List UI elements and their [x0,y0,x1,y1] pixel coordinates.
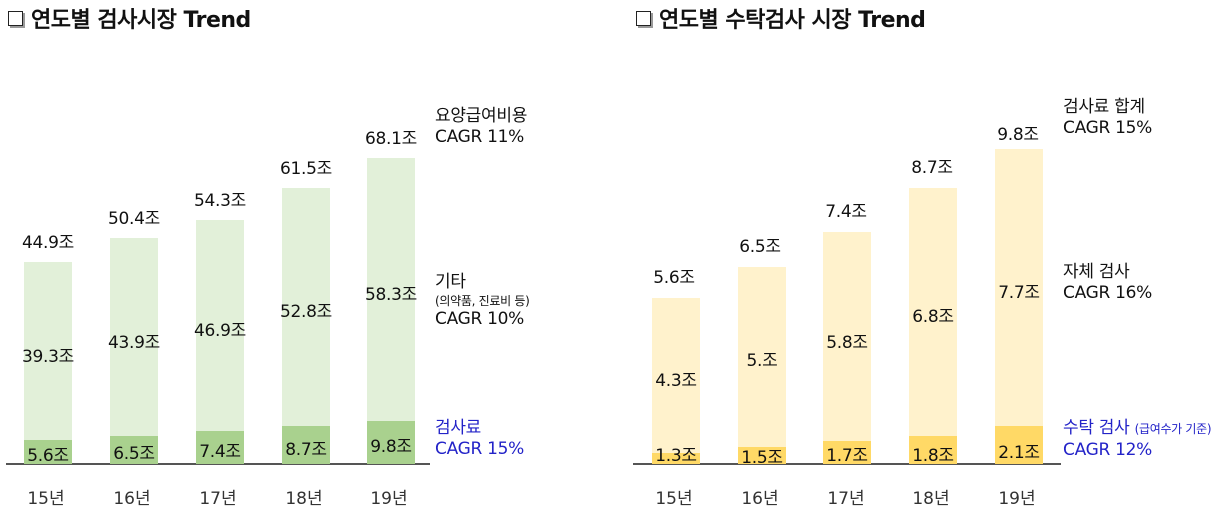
left-x-tick: 17년 [199,489,237,509]
left-total-label: 50.4조 [108,209,160,229]
right-legend-base: 수탁 검사 (급여수가 기준) CAGR 12% [1063,418,1212,461]
left-bar-18 [282,188,330,464]
right-bar-17 [823,232,871,464]
right-bar-17-base [823,441,871,464]
right-base-label: 2.1조 [998,443,1040,463]
right-x-tick: 17년 [827,489,865,509]
right-bar-15-base [652,453,700,464]
right-other-label: 6.8조 [912,307,954,327]
legend-total-name: 검사료 합계 [1063,97,1145,117]
right-x-tick: 18년 [912,489,950,509]
right-legend-other: 자체 검사 CAGR 16% [1063,262,1152,304]
left-bar-17 [196,220,244,464]
left-total-label: 54.3조 [194,191,246,211]
left-bar-19-base [367,421,415,464]
right-x-tick: 16년 [741,489,779,509]
right-base-label: 1.8조 [912,446,954,466]
left-x-tick: 18년 [285,489,323,509]
left-title-text: 연도별 검사시장 Trend [31,8,251,33]
right-bar-18-other [909,188,957,436]
left-bar-19-other [367,158,415,421]
left-bar-15-base [24,440,72,464]
right-bar-17-other [823,232,871,441]
left-base-label: 5.6조 [27,446,69,466]
right-bar-16 [738,267,786,464]
legend-total-cagr: CAGR 15% [1063,118,1152,138]
legend-base-name: 검사료 [435,418,482,438]
right-bar-16-other [738,267,786,447]
legend-total-name: 요양급여비용 [435,106,528,126]
left-chart-title: 연도별 검사시장 Trend [8,2,251,34]
left-other-label: 39.3조 [22,347,74,367]
legend-other-name: 자체 검사 [1063,262,1130,282]
right-bar-19-other [995,149,1043,426]
left-other-label: 46.9조 [194,321,246,341]
legend-total-cagr: CAGR 11% [435,127,524,147]
right-bar-18-base [909,436,957,464]
left-bar-15-other [24,262,72,440]
left-total-label: 68.1조 [365,129,417,149]
right-bar-19 [995,149,1043,464]
left-base-label: 8.7조 [285,440,327,460]
legend-base-name: 수탁 검사 [1063,418,1130,438]
left-bar-16-other [110,238,158,436]
left-bar-18-base [282,426,330,464]
right-other-label: 4.3조 [655,371,697,391]
legend-base-cagr: CAGR 15% [435,439,524,459]
right-base-label: 1.7조 [826,446,868,466]
left-other-label: 58.3조 [365,285,417,305]
right-base-label: 1.5조 [741,448,783,468]
left-base-label: 7.4조 [199,442,241,462]
left-bar-18-other [282,188,330,426]
legend-base-cagr: CAGR 12% [1063,440,1152,460]
left-base-label: 9.8조 [370,437,412,457]
right-title-text: 연도별 수탁검사 시장 Trend [659,8,926,33]
left-legend-base: 검사료 CAGR 15% [435,418,524,460]
right-total-label: 5.6조 [653,268,695,288]
legend-other-cagr: CAGR 10% [435,309,524,329]
right-bar-18 [909,188,957,464]
checkbox-square-icon [636,11,651,26]
right-total-label: 7.4조 [825,202,867,222]
right-x-tick: 15년 [655,489,693,509]
left-bar-15 [24,262,72,464]
left-x-tick: 19년 [370,489,408,509]
checkbox-square-icon [8,11,23,26]
right-x-tick: 19년 [998,489,1036,509]
right-other-label: 5.8조 [826,333,868,353]
right-other-label: 5.조 [746,351,778,371]
right-bar-15 [652,298,700,464]
left-base-label: 6.5조 [113,444,155,464]
left-other-label: 43.9조 [108,333,160,353]
right-total-label: 6.5조 [739,237,781,257]
right-base-label: 1.3조 [655,446,697,466]
left-bar-16 [110,238,158,464]
right-chart-title: 연도별 수탁검사 시장 Trend [636,2,926,34]
left-x-tick: 15년 [27,489,65,509]
left-x-tick: 16년 [113,489,151,509]
left-bar-17-other [196,220,244,431]
left-total-label: 61.5조 [280,159,332,179]
legend-other-cagr: CAGR 16% [1063,283,1152,303]
right-bar-16-base [738,447,786,464]
right-other-label: 7.7조 [998,283,1040,303]
left-other-label: 52.8조 [280,302,332,322]
right-total-label: 9.8조 [997,125,1039,145]
legend-other-note: (의약품, 진료비 등) [435,294,530,308]
legend-base-note: (급여수가 기준) [1134,422,1212,436]
right-legend-total: 검사료 합계 CAGR 15% [1063,97,1152,139]
left-legend-total: 요양급여비용 CAGR 11% [435,106,527,148]
left-bar-16-base [110,436,158,464]
left-legend-other: 기타 (의약품, 진료비 등) CAGR 10% [435,272,530,330]
right-bar-15-other [652,298,700,453]
right-bar-19-base [995,426,1043,464]
left-bar-19 [367,158,415,464]
right-total-label: 8.7조 [911,158,953,178]
left-bar-17-base [196,431,244,464]
left-total-label: 44.9조 [22,233,74,253]
legend-other-name: 기타 [435,272,466,292]
